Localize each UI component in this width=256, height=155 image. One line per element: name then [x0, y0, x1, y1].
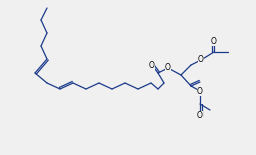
Text: O: O [211, 36, 217, 46]
Text: O: O [197, 111, 203, 120]
Text: O: O [149, 60, 155, 69]
Text: O: O [197, 86, 203, 95]
Text: O: O [198, 55, 204, 64]
Text: O: O [165, 64, 171, 73]
